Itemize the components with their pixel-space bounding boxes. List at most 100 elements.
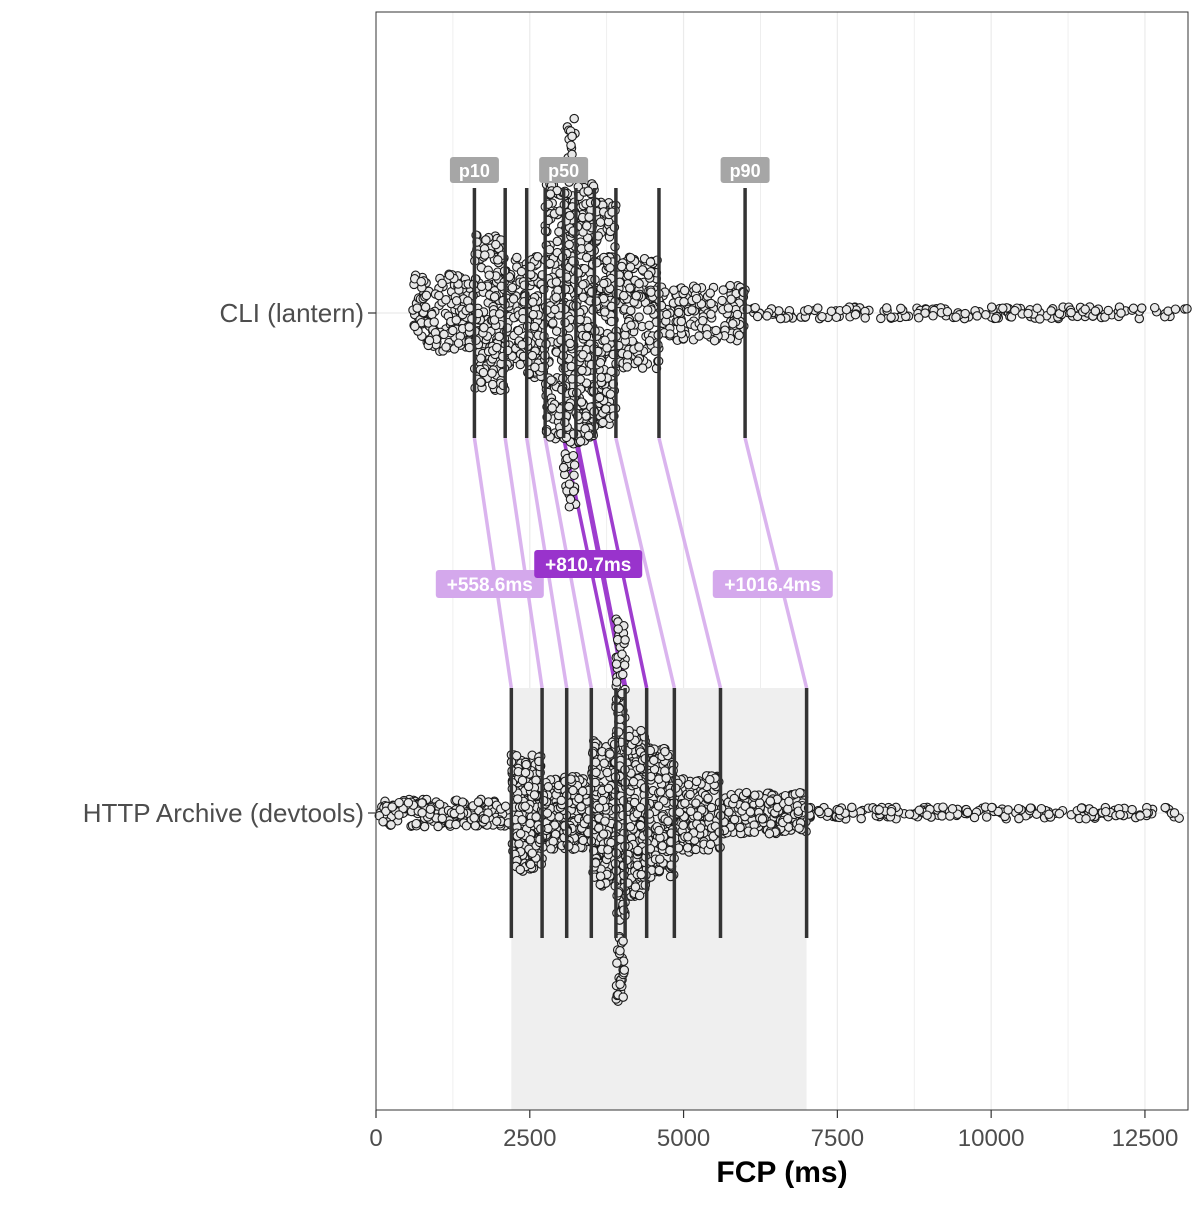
data-point <box>814 806 824 817</box>
data-point <box>1014 813 1024 824</box>
data-point <box>417 808 427 818</box>
data-point <box>615 979 625 990</box>
data-point <box>706 298 716 309</box>
data-point <box>636 725 646 736</box>
data-point <box>448 325 458 336</box>
data-point <box>594 803 605 813</box>
data-point <box>704 812 714 822</box>
data-point <box>441 295 451 305</box>
data-point <box>662 309 672 320</box>
data-point <box>564 479 575 489</box>
data-point <box>856 813 866 824</box>
data-point <box>654 825 664 836</box>
percentile-label-p50-text: p50 <box>548 161 579 181</box>
data-point <box>600 335 610 346</box>
data-point <box>729 793 740 804</box>
data-point <box>1003 805 1013 815</box>
data-point <box>410 321 420 332</box>
data-point <box>679 297 689 307</box>
data-point <box>826 306 837 317</box>
data-point <box>628 776 639 787</box>
data-point <box>745 807 756 817</box>
data-point <box>633 845 643 856</box>
data-point <box>876 313 886 324</box>
data-point <box>476 281 487 292</box>
data-point <box>702 330 712 340</box>
data-point <box>634 312 644 322</box>
data-point <box>378 816 388 827</box>
data-point <box>619 965 630 975</box>
data-point <box>691 776 702 787</box>
data-point <box>437 278 447 289</box>
data-point <box>602 767 612 778</box>
data-point <box>512 252 522 263</box>
data-point <box>489 292 500 302</box>
data-point <box>387 802 397 812</box>
data-point <box>703 793 713 804</box>
data-point <box>813 303 823 313</box>
data-point <box>470 820 481 831</box>
data-point <box>595 357 606 368</box>
data-point <box>542 808 553 818</box>
data-point <box>529 790 540 800</box>
data-point <box>762 311 772 321</box>
data-point <box>942 306 953 317</box>
data-point <box>1127 804 1137 815</box>
data-point <box>569 113 579 124</box>
data-point <box>990 313 1001 324</box>
data-point <box>622 362 632 372</box>
data-point <box>473 797 484 807</box>
data-point <box>476 377 486 387</box>
data-point <box>1054 808 1065 819</box>
data-point <box>687 305 697 315</box>
data-point <box>507 282 518 293</box>
data-point <box>998 303 1008 314</box>
x-tick-label: 12500 <box>1112 1125 1179 1152</box>
data-point <box>636 869 647 880</box>
data-point <box>655 787 666 797</box>
data-point <box>511 751 522 761</box>
data-point <box>514 839 524 849</box>
data-point <box>525 859 536 870</box>
percentile-label-p50-box <box>539 157 589 183</box>
data-point <box>1032 303 1042 314</box>
data-point <box>960 308 970 319</box>
data-point <box>728 319 738 329</box>
data-point <box>611 677 622 687</box>
percentile-label-p90-text: p90 <box>730 161 761 181</box>
percentile-label-p90: p90 <box>720 157 770 183</box>
data-point <box>457 797 468 807</box>
data-point <box>674 807 685 817</box>
data-point <box>581 252 592 263</box>
percentile-label-p50: p50 <box>539 157 589 183</box>
data-point <box>625 822 636 832</box>
data-point <box>741 787 752 798</box>
data-point <box>420 302 431 312</box>
data-point <box>578 292 588 303</box>
data-point <box>512 794 523 804</box>
data-point <box>705 839 716 850</box>
data-point <box>740 801 750 811</box>
delta-label-2: +810.7ms <box>534 550 643 578</box>
data-point <box>605 749 615 759</box>
data-point <box>527 350 538 361</box>
data-point <box>644 320 654 331</box>
percentile-label-p90-box <box>720 157 770 183</box>
category-label: HTTP Archive (devtools) <box>83 798 364 828</box>
data-point <box>775 313 786 324</box>
data-point <box>464 322 475 332</box>
data-point <box>981 310 991 320</box>
data-point <box>969 812 980 823</box>
data-point <box>679 285 690 296</box>
data-point <box>483 797 494 807</box>
data-point <box>437 813 448 824</box>
data-point <box>749 827 760 837</box>
data-point <box>784 796 794 807</box>
data-point <box>705 288 715 298</box>
data-point <box>1066 307 1076 318</box>
data-point <box>644 336 655 346</box>
data-point <box>451 315 462 325</box>
data-point <box>574 793 584 804</box>
data-point <box>850 309 861 320</box>
